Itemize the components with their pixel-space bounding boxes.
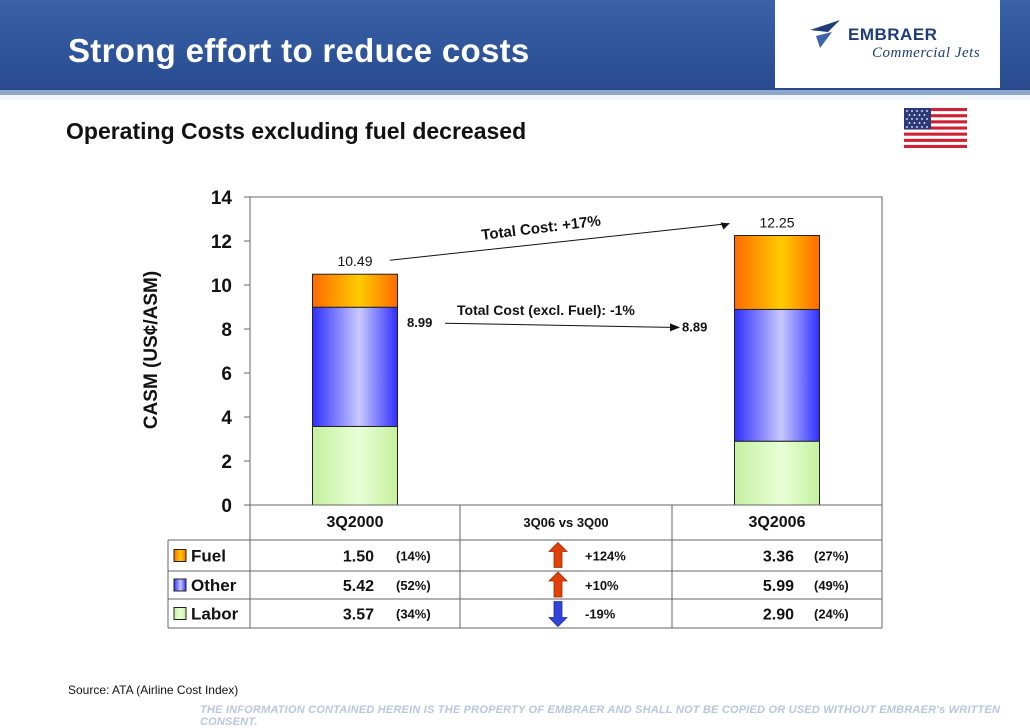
legend-swatch-labor (173, 607, 187, 620)
bar-fuel-3q2000 (312, 273, 398, 308)
y-tick-label: 10 (211, 276, 232, 297)
value-3q2000-labor: 3.57 (343, 607, 374, 624)
share-3q2006-fuel: (27%) (814, 549, 849, 564)
row-label-fuel: Fuel (191, 547, 226, 566)
excl-fuel-annotation: Total Cost (excl. Fuel): -1% (457, 302, 635, 318)
plot-border (250, 196, 883, 505)
share-3q2000-other: (52%) (396, 578, 431, 593)
arrow-down-icon-labor (548, 601, 568, 628)
share-3q2006-other: (49%) (814, 578, 849, 593)
y-axis-title: CASM (US¢/ASM) (141, 271, 162, 429)
y-axis: 0 2 4 6 8 10 12 14 CASM (US¢/ASM) (141, 188, 251, 517)
bar-labor-3q2000 (312, 425, 398, 506)
arrow-up-icon-other (548, 571, 568, 598)
share-3q2000-fuel: (14%) (396, 549, 431, 564)
excl-fuel-arrow (444, 322, 673, 328)
value-3q2006-labor: 2.90 (763, 607, 794, 624)
bar-labor-3q2006 (734, 440, 820, 506)
us-flag-icon (904, 108, 967, 148)
y-tick-label: 0 (221, 496, 232, 517)
y-tick-label: 12 (211, 232, 232, 253)
bar-series: 10.49 12.25 (312, 215, 820, 506)
legend-swatch-fuel (173, 549, 187, 562)
y-tick-label: 14 (211, 188, 233, 209)
total-cost-arrow (389, 223, 730, 261)
slide-title: Strong effort to reduce costs (68, 32, 530, 69)
share-3q2006-labor: (24%) (814, 607, 849, 622)
arrow-up-icon-fuel (548, 541, 568, 568)
value-3q2000-other: 5.42 (343, 578, 374, 595)
column-header-3q2000: 3Q2000 (327, 514, 384, 531)
excl-fuel-label-3q2006: 8.89 (682, 319, 707, 334)
column-header-comparison: 3Q06 vs 3Q00 (523, 515, 608, 530)
source-note: Source: ATA (Airline Cost Index) (68, 683, 239, 697)
slide-subtitle: Operating Costs excluding fuel decreased (66, 118, 527, 144)
excl-fuel-label-3q2000: 8.99 (407, 315, 432, 330)
y-tick-label: 6 (221, 364, 232, 385)
legend-swatch-other (173, 578, 187, 592)
change-fuel: +124% (585, 549, 626, 564)
y-tick-label: 2 (221, 452, 232, 473)
bar-other-3q2006 (734, 308, 820, 442)
logo-panel (775, 0, 1000, 88)
plot-area (250, 196, 883, 505)
value-3q2000-fuel: 1.50 (343, 549, 374, 566)
total-cost-arrowhead (720, 222, 730, 230)
embraer-logo-icon (810, 20, 840, 48)
change-labor: -19% (585, 607, 616, 622)
share-3q2000-labor: (34%) (396, 607, 431, 622)
total-label-3q2006: 12.25 (759, 215, 794, 231)
row-label-labor: Labor (191, 605, 239, 624)
total-label-3q2000: 10.49 (337, 253, 372, 269)
header-rule (0, 90, 1030, 95)
change-other: +10% (585, 578, 619, 593)
disclaimer-footer: THE INFORMATION CONTAINED HEREIN IS THE … (200, 704, 1001, 728)
excl-fuel-arrowhead (670, 323, 680, 332)
value-3q2006-other: 5.99 (763, 578, 794, 595)
header-bottom-rule (0, 95, 1030, 100)
bar-fuel-3q2006 (734, 235, 820, 310)
y-tick-label: 4 (221, 408, 232, 429)
column-header-3q2006: 3Q2006 (749, 514, 806, 531)
value-3q2006-fuel: 3.36 (763, 549, 794, 566)
row-label-other: Other (191, 576, 237, 595)
logo-brand: EMBRAER (848, 25, 938, 44)
bar-other-3q2000 (312, 306, 398, 427)
logo-division: Commercial Jets (872, 45, 981, 61)
data-table: 3Q2000 3Q06 vs 3Q00 3Q2006 Fuel 1.50 (14%) +12… (167, 504, 883, 629)
y-tick-label: 8 (221, 320, 232, 341)
